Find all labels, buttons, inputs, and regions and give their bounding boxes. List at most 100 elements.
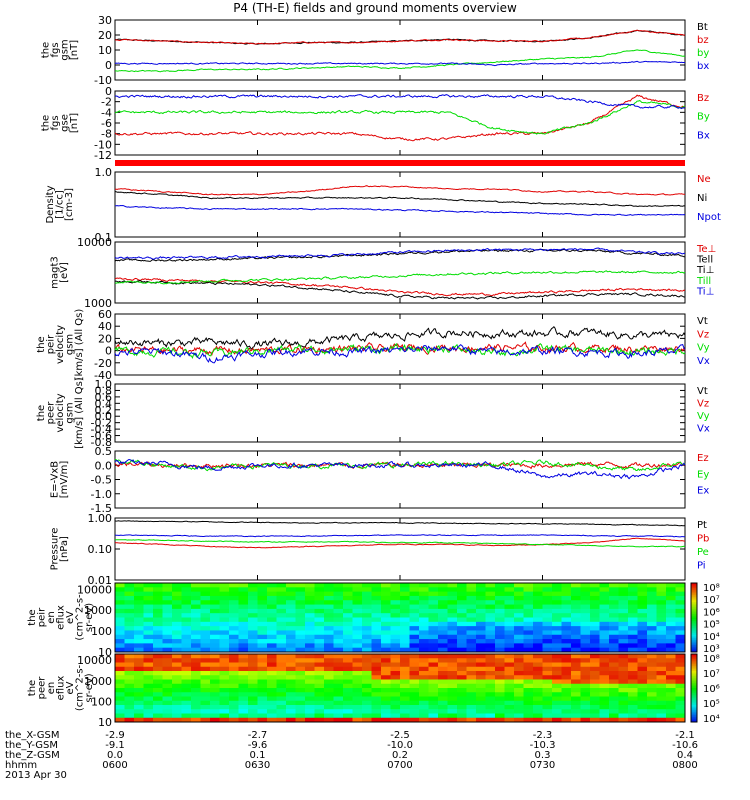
- spectrogram-cell: [656, 709, 667, 714]
- spectrogram-cell: [476, 683, 486, 689]
- spectrogram-cell: [580, 671, 591, 676]
- spectrogram-cell: [675, 679, 686, 685]
- spectrogram-cell: [219, 634, 230, 640]
- spectrogram-cell: [333, 675, 344, 680]
- spectrogram-cell: [286, 643, 296, 649]
- spectrogram-cell: [172, 626, 182, 631]
- spectrogram-cell: [476, 675, 486, 680]
- spectrogram-cell: [495, 587, 505, 593]
- spectrogram-cell: [495, 658, 505, 663]
- spectrogram-cell: [238, 639, 249, 644]
- spectrogram-cell: [409, 613, 420, 618]
- spectrogram-cell: [533, 688, 543, 693]
- spectrogram-cell: [286, 688, 296, 693]
- spectrogram-cell: [324, 634, 334, 640]
- spectrogram-cell: [542, 639, 553, 644]
- spectrogram-cell: [514, 658, 524, 663]
- spectrogram-cell: [267, 717, 277, 723]
- spectrogram-cell: [580, 613, 591, 618]
- spectrogram-cell: [343, 643, 353, 649]
- spectrogram-cell: [542, 654, 553, 659]
- spectrogram-cell: [485, 679, 496, 685]
- y-tick-label: -0.5: [91, 474, 112, 487]
- spectrogram-cell: [580, 675, 591, 680]
- spectrogram-cell: [609, 647, 619, 653]
- spectrogram-cell: [409, 643, 420, 649]
- spectrogram-cell: [267, 671, 277, 676]
- spectrogram-cell: [485, 713, 496, 719]
- spectrogram-cell: [438, 671, 448, 676]
- spectrogram-cell: [390, 709, 401, 714]
- spectrogram-cell: [438, 675, 448, 680]
- spectrogram-cell: [352, 683, 363, 689]
- spectrogram-cell: [400, 717, 410, 723]
- colorbar-cell: [691, 639, 697, 643]
- spectrogram-cell: [115, 613, 125, 618]
- spectrogram-cell: [400, 662, 410, 668]
- spectrogram-cell: [590, 662, 600, 668]
- spectrogram-cell: [457, 700, 467, 706]
- spectrogram-cell: [419, 600, 429, 606]
- spectrogram-cell: [609, 675, 619, 680]
- spectrogram-cell: [134, 604, 144, 610]
- colorbar-cell: [691, 660, 697, 663]
- spectrogram-cell: [599, 583, 610, 588]
- spectrogram-cell: [229, 683, 239, 689]
- spectrogram-cell: [618, 643, 629, 649]
- spectrogram-cell: [628, 621, 638, 627]
- spectrogram-cell: [371, 647, 382, 653]
- spectrogram-cell: [390, 600, 401, 606]
- spectrogram-cell: [656, 696, 667, 702]
- spectrogram-cell: [476, 621, 486, 627]
- spectrogram-cell: [504, 675, 515, 680]
- y-axis-label: the: [27, 609, 38, 625]
- spectrogram-cell: [599, 591, 610, 597]
- legend-entry: Ti⊥: [696, 265, 714, 276]
- spectrogram-cell: [238, 700, 249, 706]
- spectrogram-cell: [590, 591, 600, 597]
- spectrogram-cell: [580, 595, 591, 601]
- spectrogram-cell: [381, 595, 391, 601]
- spectrogram-cell: [504, 666, 515, 672]
- spectrogram-cell: [191, 613, 201, 618]
- spectrogram-cell: [210, 713, 220, 719]
- colorbar-cell: [691, 619, 697, 622]
- spectrogram-cell: [495, 662, 505, 668]
- spectrogram-cell: [219, 591, 230, 597]
- spectrogram-cell: [666, 630, 676, 636]
- spectrogram-cell: [476, 587, 486, 593]
- spectrogram-cell: [609, 595, 619, 601]
- spectrogram-cell: [523, 587, 534, 593]
- spectrogram-cell: [447, 683, 458, 689]
- spectrogram-cell: [324, 583, 334, 588]
- spectrogram-cell: [362, 679, 372, 685]
- spectrogram-cell: [191, 709, 201, 714]
- y-tick-label: 40: [98, 320, 112, 333]
- spectrogram-cell: [656, 617, 667, 623]
- spectrogram-cell: [191, 713, 201, 719]
- spectrogram-cell: [134, 662, 144, 668]
- spectrogram-cell: [656, 621, 667, 627]
- spectrogram-cell: [381, 705, 391, 710]
- y-axis-label: [km/s] (All Qs): [74, 377, 85, 449]
- spectrogram-cell: [457, 608, 467, 614]
- x-axis-value: -2.3: [533, 730, 553, 741]
- spectrogram-cell: [542, 613, 553, 618]
- spectrogram-cell: [542, 662, 553, 668]
- spectrogram-cell: [400, 696, 410, 702]
- spectrogram-cell: [324, 709, 334, 714]
- spectrogram-cell: [124, 658, 135, 663]
- spectrogram-cell: [647, 658, 657, 663]
- spectrogram-cell: [466, 643, 477, 649]
- spectrogram-cell: [523, 692, 534, 697]
- spectrogram-cell: [561, 696, 572, 702]
- spectrogram-cell: [305, 675, 315, 680]
- spectrogram-cell: [647, 692, 657, 697]
- spectrogram-cell: [618, 587, 629, 593]
- series-line-Pe: [115, 539, 686, 548]
- spectrogram-cell: [134, 692, 144, 697]
- spectrogram-cell: [457, 709, 467, 714]
- spectrogram-cell: [314, 705, 325, 710]
- spectrogram-cell: [267, 621, 277, 627]
- spectrogram-cell: [381, 604, 391, 610]
